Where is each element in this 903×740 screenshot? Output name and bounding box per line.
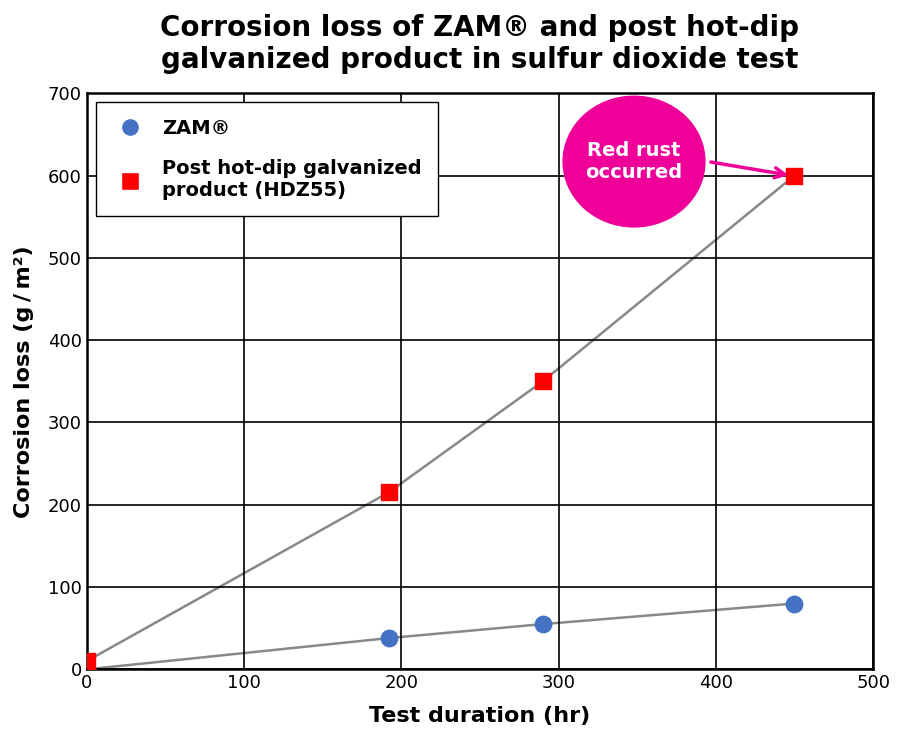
Title: Corrosion loss of ZAM® and post hot-dip
galvanized product in sulfur dioxide tes: Corrosion loss of ZAM® and post hot-dip … (160, 14, 798, 74)
Point (381, 486, 396, 498)
Text: Red rust
occurred: Red rust occurred (585, 141, 682, 182)
Point (79, 655, 94, 667)
Ellipse shape (563, 96, 704, 227)
X-axis label: Test duration (hr): Test duration (hr) (368, 706, 590, 726)
Point (381, 632, 396, 644)
Point (535, 618, 549, 630)
Point (79, 664, 94, 676)
Point (535, 375, 549, 387)
Point (787, 169, 801, 181)
Legend: ZAM®, Post hot-dip galvanized
product (HDZ55): ZAM®, Post hot-dip galvanized product (H… (96, 102, 438, 217)
Y-axis label: Corrosion loss (g / m²): Corrosion loss (g / m²) (14, 245, 33, 518)
Point (787, 598, 801, 610)
